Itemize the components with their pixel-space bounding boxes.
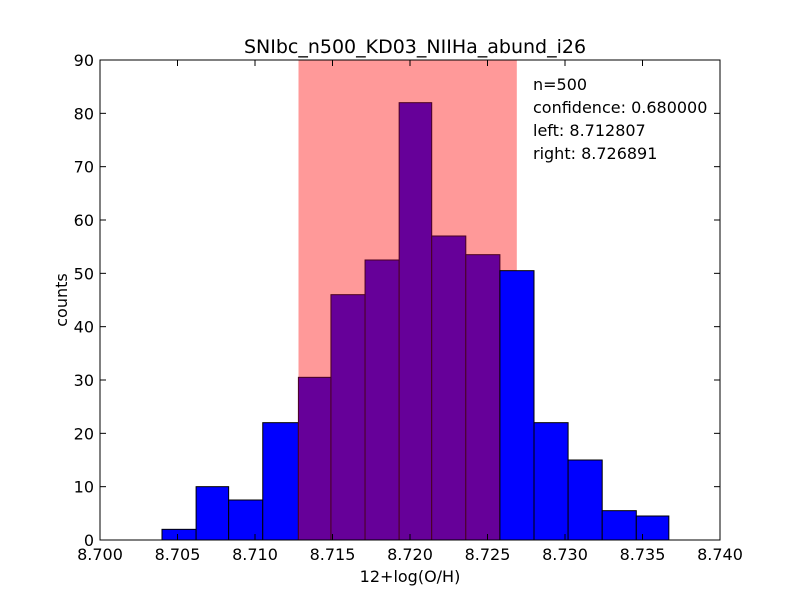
y-tick-label: 40 bbox=[74, 318, 94, 337]
annotation-line: left: 8.712807 bbox=[533, 121, 646, 140]
histogram-bar bbox=[195, 486, 230, 541]
histogram-bars bbox=[161, 102, 670, 541]
x-tick-label: 8.705 bbox=[155, 545, 201, 564]
x-tick-label: 8.720 bbox=[387, 545, 433, 564]
histogram-bar bbox=[567, 459, 603, 541]
annotation-line: n=500 bbox=[533, 75, 587, 94]
histogram-bar bbox=[330, 294, 366, 541]
histogram-bar bbox=[364, 259, 400, 541]
x-tick-label: 8.735 bbox=[620, 545, 666, 564]
histogram-bar bbox=[398, 102, 433, 541]
x-tick-label: 8.730 bbox=[542, 545, 588, 564]
y-tick-label: 80 bbox=[74, 104, 94, 123]
histogram-bar bbox=[635, 515, 670, 541]
histogram-bar bbox=[431, 235, 467, 541]
histogram-bar bbox=[262, 422, 299, 541]
y-tick-label: 20 bbox=[74, 424, 94, 443]
histogram-bar bbox=[499, 270, 535, 541]
y-tick-label: 30 bbox=[74, 371, 94, 390]
y-tick-label: 60 bbox=[74, 211, 94, 230]
histogram-bar bbox=[228, 499, 264, 541]
y-tick-label: 90 bbox=[74, 51, 94, 70]
x-tick-label: 8.700 bbox=[77, 545, 123, 564]
histogram-bar bbox=[297, 376, 332, 541]
y-tick-label: 50 bbox=[74, 264, 94, 283]
histogram-bar bbox=[533, 422, 569, 541]
y-tick-label: 0 bbox=[84, 531, 94, 550]
histogram-bar bbox=[465, 254, 501, 541]
x-tick-label: 8.715 bbox=[310, 545, 356, 564]
y-tick-label: 10 bbox=[74, 478, 94, 497]
x-axis-label: 12+log(O/H) bbox=[360, 567, 461, 586]
x-tick-label: 8.740 bbox=[697, 545, 743, 564]
x-tick-label: 8.710 bbox=[232, 545, 278, 564]
histogram-bar bbox=[601, 510, 637, 541]
chart-title: SNIbc_n500_KD03_NIIHa_abund_i26 bbox=[244, 36, 586, 58]
annotation-line: right: 8.726891 bbox=[533, 144, 657, 163]
annotation-line: confidence: 0.680000 bbox=[533, 98, 707, 117]
plot-frame bbox=[99, 59, 721, 541]
axis-ticks: 8.700 8.705 8.710 8.715 8.720 8.725 8.730 8.735… bbox=[74, 51, 743, 564]
histogram-bar bbox=[161, 528, 197, 541]
stats-annotation: n=500 confidence: 0.680000 left: 8.712807 r… bbox=[533, 75, 707, 163]
y-axis-label: counts bbox=[52, 273, 71, 326]
x-tick-label: 8.725 bbox=[465, 545, 511, 564]
y-tick-label: 70 bbox=[74, 158, 94, 177]
